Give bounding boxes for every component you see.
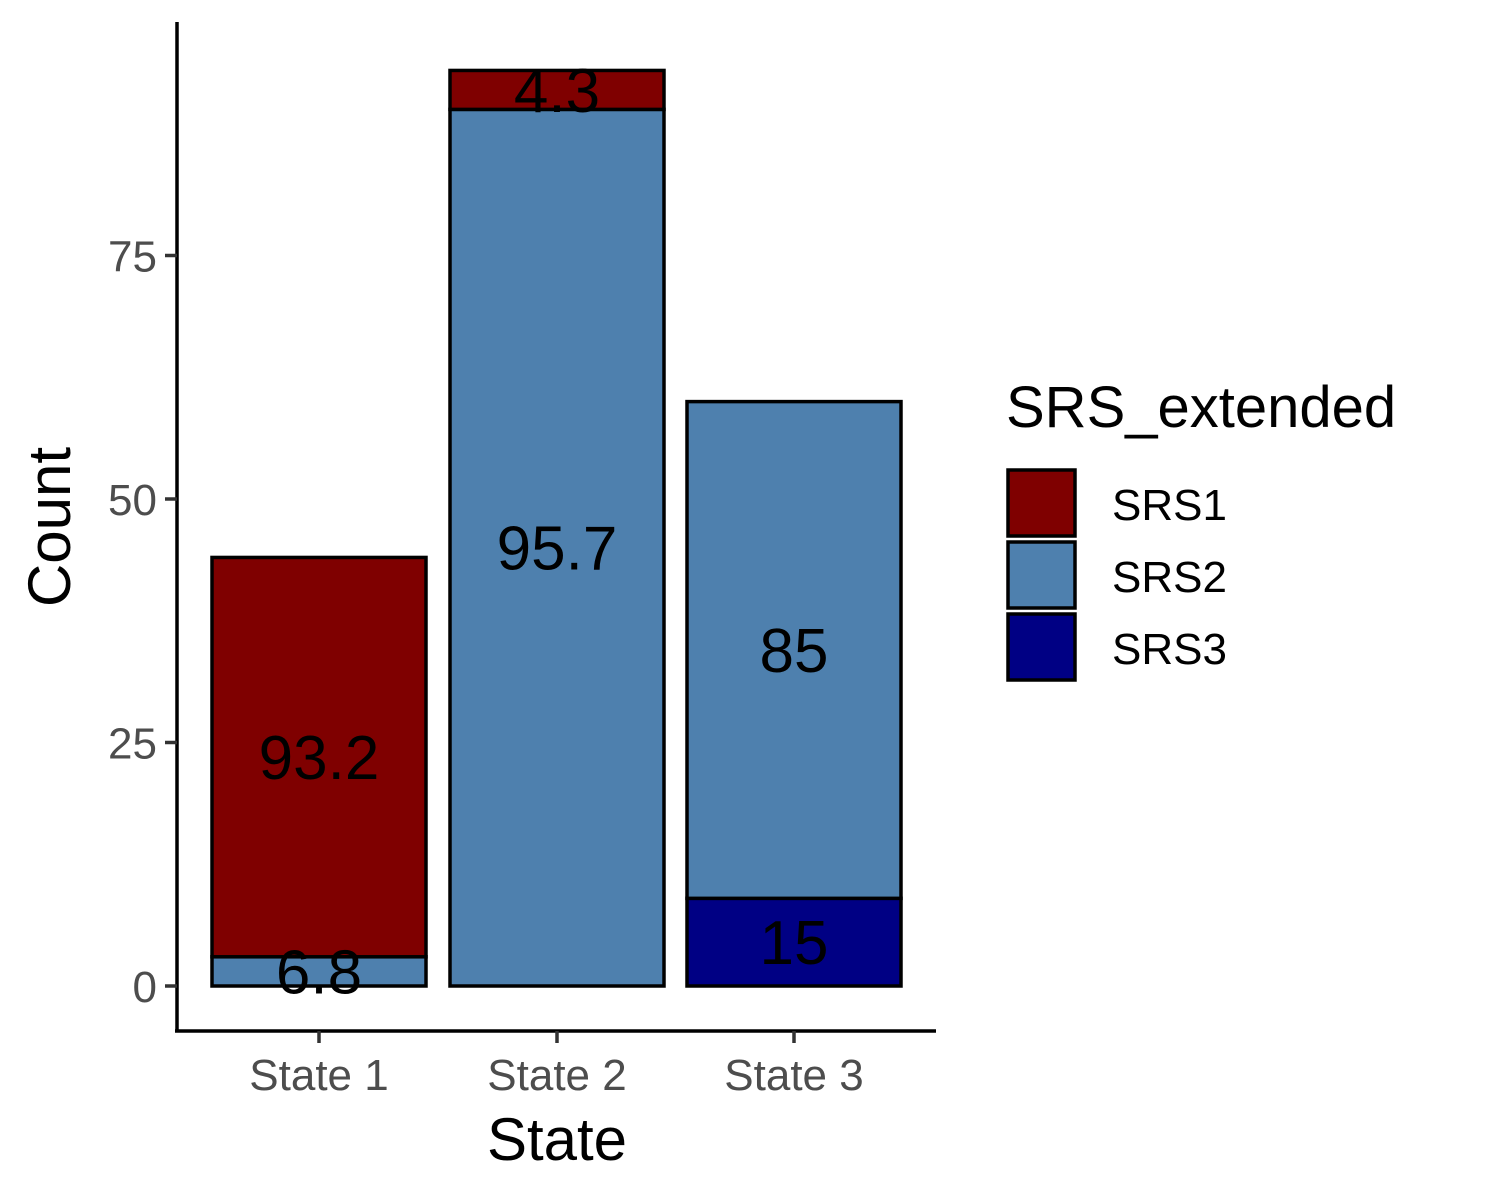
bar-label-srs1-2: 4.3	[514, 57, 600, 126]
legend-key-srs3	[1006, 612, 1077, 682]
bar-labels-layer: 6.8 93.2 95.7 4.3 15 85	[259, 57, 829, 1007]
bar-label-srs2-1: 6.8	[276, 938, 362, 1007]
x-tick-label: State 3	[724, 1051, 863, 1100]
x-tick-label: State 2	[487, 1051, 626, 1100]
legend-title: SRS_extended	[1006, 375, 1396, 440]
bar-label-srs2-3: 85	[760, 617, 829, 686]
bar-srs2-1	[210, 955, 428, 988]
bar-label-srs1-1: 93.2	[259, 724, 380, 793]
y-tick-label: 25	[108, 720, 157, 769]
bar-srs3-3	[685, 896, 903, 988]
bar-label-srs3-3: 15	[760, 909, 829, 978]
bar-srs1-2	[448, 68, 666, 112]
x-axis-title: State	[487, 1106, 627, 1173]
legend-label-srs2: SRS2	[1112, 553, 1227, 602]
legend-items: SRS1 SRS2 SRS3	[1006, 468, 1227, 682]
y-tick-label: 50	[108, 476, 157, 525]
bar-label-srs2-2: 95.7	[497, 515, 618, 584]
bars-layer	[210, 68, 903, 988]
bar-srs2-3	[685, 399, 903, 901]
legend-label-srs3: SRS3	[1112, 625, 1227, 674]
axes-layer: 0 25 50 75 State 1 State 2 State 3	[108, 22, 936, 1100]
legend-key-srs1	[1006, 468, 1077, 538]
y-tick-label: 0	[133, 963, 157, 1012]
y-axis-title: Count	[16, 447, 83, 607]
bar-srs1-1	[210, 555, 428, 959]
legend-label-srs1: SRS1	[1112, 481, 1227, 530]
legend: SRS_extended SRS1 SRS2 SRS3	[1006, 375, 1396, 682]
y-tick-label: 75	[108, 233, 157, 282]
legend-key-srs2	[1006, 540, 1077, 610]
x-tick-label: State 1	[249, 1051, 388, 1100]
